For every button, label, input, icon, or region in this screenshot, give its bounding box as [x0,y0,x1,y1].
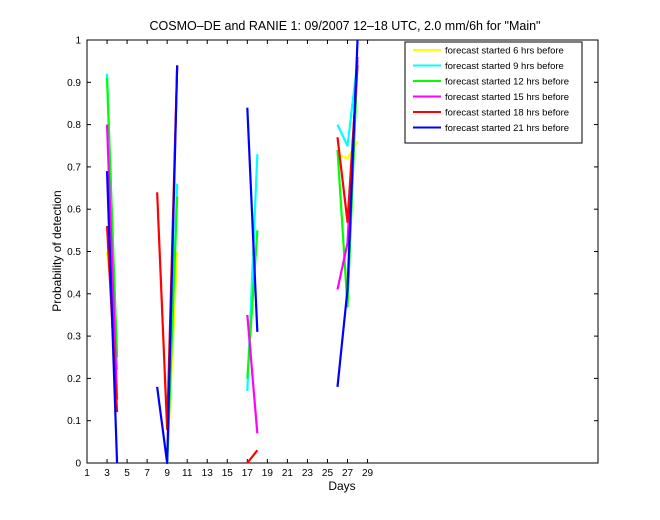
series-line [105,39,359,465]
x-tick-label: 9 [164,468,170,479]
x-tick-label: 5 [124,468,130,479]
x-tick-label: 1 [84,468,90,479]
x-tick-label: 15 [222,468,234,479]
legend-entry: forecast started 9 hrs before [445,61,564,72]
y-tick-label: 0.3 [67,332,81,343]
y-tick-label: 0.2 [67,374,81,385]
y-tick-label: 0.9 [67,78,81,89]
legend-box [404,41,583,144]
series-segment [156,65,179,465]
series-segment [246,449,259,464]
x-tick-label: 17 [242,468,254,479]
legend-entry: forecast started 12 hrs before [445,77,569,88]
y-tick-label: 1 [75,36,81,47]
x-tick-label: 19 [262,468,274,479]
x-tick-label: 23 [302,468,314,479]
y-tick-label: 0.8 [67,120,81,131]
legend-entry: forecast started 21 hrs before [445,123,569,134]
y-tick-label: 0.4 [67,289,81,300]
y-tick-label: 0 [75,459,81,470]
series-segment [246,107,259,332]
x-axis-label: Days [328,479,355,493]
x-tick-label: 27 [342,468,354,479]
y-tick-label: 0.6 [67,205,81,216]
x-tick-label: 21 [282,468,294,479]
legend-entry: forecast started 18 hrs before [445,108,569,119]
x-tick-label: 11 [182,468,193,479]
x-tick-label: 7 [144,468,150,479]
series-layer [105,39,359,465]
axis-ticks: 1 3 5 7 9 11 13 15 17 19 21 23 25 27 2900.10.20.30.40.… [67,36,598,479]
legend-entry: forecast started 6 hrs before [445,46,564,57]
series-segment [105,78,119,358]
series-segment [105,124,119,400]
series-segment [246,314,259,434]
series-segment [336,39,359,387]
series-segment [105,171,119,464]
y-axis-label: Probability of detection [50,190,64,311]
y-tick-label: 0.1 [67,416,81,427]
y-tick-label: 0.7 [67,162,81,173]
legend: forecast started 6 hrs before forecast st… [404,41,583,144]
series-segment [336,61,359,147]
x-tick-label: 29 [362,468,374,479]
x-tick-label: 13 [202,468,214,479]
x-tick-label: 25 [322,468,334,479]
series-segment [246,230,259,379]
chart-title: COSMO–DE and RANIE 1: 09/2007 12–18 UTC,… [150,19,541,33]
x-tick-label: 3 [104,468,110,479]
legend-entry: forecast started 15 hrs before [445,92,569,103]
y-tick-label: 0.5 [67,247,81,258]
